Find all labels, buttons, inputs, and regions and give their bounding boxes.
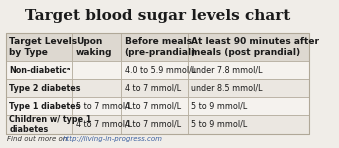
Text: http://living-in-progress.com: http://living-in-progress.com <box>62 136 162 142</box>
Bar <box>6 115 73 133</box>
Bar <box>121 33 188 61</box>
Bar <box>188 115 309 133</box>
Text: 5 to 7 mmol/L: 5 to 7 mmol/L <box>76 102 133 111</box>
Text: 5 to 9 mmol/L: 5 to 9 mmol/L <box>192 102 248 111</box>
Bar <box>188 97 309 115</box>
Bar <box>6 33 309 133</box>
Bar <box>188 61 309 79</box>
Text: Find out more on: Find out more on <box>7 136 70 142</box>
Text: Before meals
(pre-prandial): Before meals (pre-prandial) <box>125 37 196 57</box>
Bar <box>121 79 188 97</box>
Bar <box>6 33 73 61</box>
Text: Target Levels
by Type: Target Levels by Type <box>9 37 78 57</box>
Bar <box>73 115 121 133</box>
Bar <box>121 97 188 115</box>
Text: 4 to 7 mmol/L: 4 to 7 mmol/L <box>125 84 181 93</box>
Text: Type 2 diabetes: Type 2 diabetes <box>9 84 81 93</box>
Text: Type 1 diabetes: Type 1 diabetes <box>9 102 81 111</box>
Text: 5 to 9 mmol/L: 5 to 9 mmol/L <box>192 120 248 129</box>
Bar <box>121 61 188 79</box>
Text: At least 90 minutes after
meals (post prandial): At least 90 minutes after meals (post pr… <box>192 37 319 57</box>
Text: Non-diabeticᵃ: Non-diabeticᵃ <box>9 66 71 74</box>
Bar <box>73 79 121 97</box>
Bar <box>121 115 188 133</box>
Text: 4 to 7 mmol/L: 4 to 7 mmol/L <box>125 120 181 129</box>
Text: 4.0 to 5.9 mmol/L: 4.0 to 5.9 mmol/L <box>125 66 196 74</box>
Bar <box>73 33 121 61</box>
Bar <box>73 61 121 79</box>
Text: Children w/ type 1
diabetes: Children w/ type 1 diabetes <box>9 115 92 134</box>
Text: Target blood sugar levels chart: Target blood sugar levels chart <box>25 9 290 23</box>
Bar <box>6 97 73 115</box>
Text: 4 to 7 mmol/L: 4 to 7 mmol/L <box>76 120 132 129</box>
Bar <box>6 79 73 97</box>
Bar <box>188 33 309 61</box>
Text: 4 to 7 mmol/L: 4 to 7 mmol/L <box>125 102 181 111</box>
Bar <box>188 79 309 97</box>
Text: under 7.8 mmol/L: under 7.8 mmol/L <box>192 66 263 74</box>
Text: Upon
waking: Upon waking <box>76 37 113 57</box>
Text: under 8.5 mmol/L: under 8.5 mmol/L <box>192 84 263 93</box>
Bar <box>6 61 73 79</box>
Bar <box>73 97 121 115</box>
